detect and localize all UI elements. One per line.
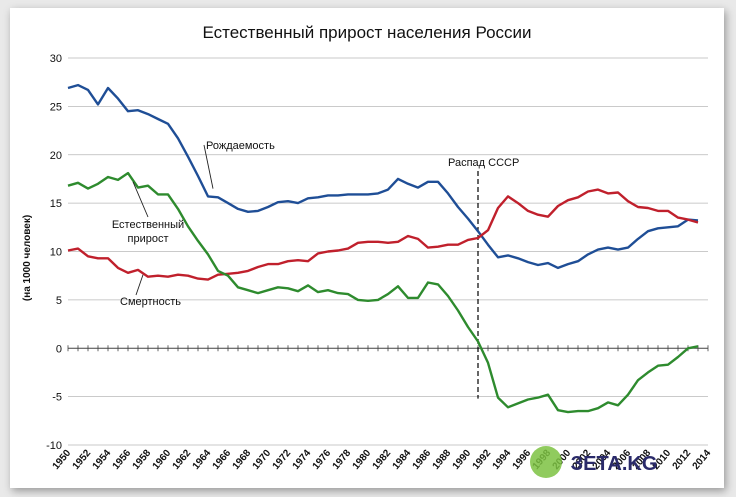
x-tick-label: 1968 [231, 448, 254, 472]
y-tick-label: 10 [50, 247, 62, 259]
x-tick-label: 1992 [471, 448, 494, 472]
leader-birth [203, 144, 214, 189]
series-line-2 [67, 171, 699, 414]
y-tick-labels: 30 25 20 15 10 5 0 -5 -10 [46, 53, 62, 452]
x-tick-label: 1984 [391, 448, 414, 472]
x-tick-label: 1960 [151, 448, 174, 472]
x-tick-label: 1974 [291, 448, 314, 472]
y-tick-label: 20 [50, 150, 62, 162]
x-tick-label: 1978 [331, 448, 354, 472]
x-tick-label: 1954 [91, 448, 114, 472]
x-tick-label: 1958 [131, 448, 154, 472]
series-line-1 [67, 188, 699, 281]
x-tick-label: 1970 [251, 448, 274, 472]
annotation-natural-line2: прирост [128, 233, 169, 245]
x-tick-label: 1966 [211, 448, 234, 472]
y-tick-label: -5 [52, 392, 62, 404]
y-tick-label: 25 [50, 101, 62, 113]
x-tick-label: 1952 [71, 448, 94, 472]
x-tick-label: 2012 [671, 448, 694, 472]
y-tick-label: 30 [50, 53, 62, 65]
watermark-logo: ЗЕТА.KG [530, 446, 657, 478]
series-layer [67, 83, 699, 414]
series-line-0 [67, 83, 699, 270]
y-tick-label: 5 [56, 295, 62, 307]
x-tick-label: 1962 [171, 448, 194, 472]
annotation-leaders [132, 144, 214, 296]
x-tick-label: 1996 [511, 448, 534, 472]
x-tick-label: 1972 [271, 448, 294, 472]
x-tick-label: 1980 [351, 448, 374, 472]
x-tick-label: 1990 [451, 448, 474, 472]
annotation-natural-line1: Естественный [112, 219, 184, 231]
leader-death [135, 274, 144, 296]
leader-natural [132, 181, 149, 218]
x-tick-label: 1986 [411, 448, 434, 472]
annotation-death: Смертность [120, 296, 181, 308]
zero-axis-ticks [67, 345, 709, 352]
grid-lines [68, 57, 708, 446]
x-tick-label: 2014 [691, 448, 714, 472]
x-tick-label: 1976 [311, 448, 334, 472]
x-tick-label: 1956 [111, 448, 134, 472]
x-tick-label: 1994 [491, 448, 514, 472]
chart-title: Естественный прирост населения России [202, 23, 531, 42]
x-tick-label: 1982 [371, 448, 394, 472]
y-tick-label: 0 [56, 343, 62, 355]
y-tick-label: -10 [46, 440, 62, 452]
globe-icon [530, 446, 562, 478]
x-tick-label: 1988 [431, 448, 454, 472]
x-tick-label: 1964 [191, 448, 214, 472]
annotation-birth: Рождаемость [206, 140, 275, 152]
y-axis-label: (на 1000 человек) [22, 215, 33, 301]
annotation-ussr: Распад СССР [448, 157, 519, 169]
y-tick-label: 15 [50, 198, 62, 210]
watermark-text: ЗЕТА.KG [571, 453, 658, 475]
line-chart: Естественный прирост населения России 30… [22, 23, 714, 478]
chart-frame: Естественный прирост населения России 30… [10, 8, 724, 488]
